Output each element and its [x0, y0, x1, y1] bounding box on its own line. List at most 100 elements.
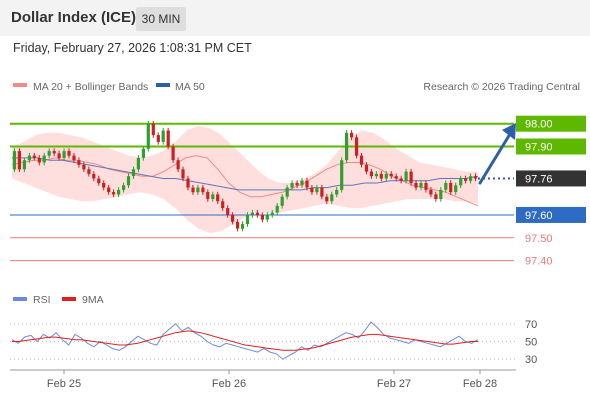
level-tag-label: 97.40 [525, 256, 553, 268]
candle-body [355, 137, 359, 156]
ma20-swatch [13, 83, 27, 87]
rsi-tick-label: 50 [525, 337, 537, 349]
rsi-line [11, 321, 479, 360]
candle-body [12, 151, 17, 170]
candle-body [245, 215, 250, 225]
candle-body [166, 130, 170, 147]
candle-body [469, 176, 473, 181]
candle-body [305, 180, 309, 188]
candle-body [221, 201, 225, 209]
candle-body [449, 183, 453, 193]
candle-body [255, 212, 259, 215]
chart-legend: MA 20 + Bollinger Bands MA 50 Research ©… [13, 81, 580, 93]
candle-body [87, 169, 91, 174]
candle-body [345, 132, 349, 161]
candle-body [126, 176, 131, 186]
candle-body [196, 187, 200, 193]
rsi-ma-legend-label: 9MA [82, 294, 104, 306]
candle-body [67, 151, 71, 156]
candle-body [47, 151, 51, 156]
candle-body [122, 185, 126, 190]
candle-body [201, 187, 205, 193]
chart-header: Dollar Index (ICE) 30 MIN [0, 0, 590, 36]
candle-body [265, 215, 269, 220]
candle-body [240, 224, 245, 229]
rsi-swatch [13, 297, 27, 301]
time-axis: Feb 25 Feb 26 Feb 27 Feb 28 [10, 369, 516, 390]
level-tag-label: 97.50 [525, 233, 553, 245]
ma50-legend-label: MA 50 [175, 81, 205, 93]
bollinger-band [12, 126, 478, 234]
candle-body [454, 185, 458, 193]
candle-body [141, 148, 145, 158]
candle-body [350, 132, 354, 138]
candle-body [112, 192, 116, 195]
candle-body [275, 205, 279, 213]
candle-body [459, 178, 463, 186]
candle-body [285, 187, 289, 197]
candle-body [384, 173, 388, 179]
interval-selector[interactable]: 30 MIN [136, 7, 186, 31]
level-tag-label: 97.90 [525, 142, 553, 154]
candle-body [57, 153, 61, 158]
candle-body [295, 183, 299, 186]
projection-arrow-head [502, 122, 516, 140]
candle-body [82, 164, 86, 170]
time-tick-label: Feb 27 [377, 378, 411, 390]
rsi-tick-label: 30 [525, 354, 537, 366]
candle-body [310, 187, 314, 193]
candle-body [77, 160, 81, 165]
candle-body [379, 173, 383, 179]
candle-body [102, 183, 106, 188]
ma50-swatch [156, 83, 170, 87]
candle-body [315, 187, 319, 193]
level-tag-bg-0 [516, 115, 586, 132]
projection-arrow [478, 132, 512, 185]
candle-body [117, 189, 121, 195]
candle-body [211, 194, 215, 199]
candle-body [359, 155, 364, 165]
level-tag-bg-2 [516, 170, 586, 187]
candle-body [369, 171, 373, 177]
candle-body [216, 194, 220, 202]
candle-body [419, 183, 423, 188]
candle-body [181, 169, 185, 179]
candle-body [473, 176, 478, 179]
candle-body [92, 173, 96, 179]
candle-body [335, 189, 339, 195]
candle-body [330, 194, 334, 202]
candle-body [439, 189, 443, 199]
candle-body [146, 123, 150, 149]
price-pane: 98.00 97.90 97.76 97.60 97.50 97.40 [10, 115, 586, 268]
time-tick-label: Feb 28 [463, 378, 497, 390]
candle-body [136, 157, 140, 170]
candle-body [409, 171, 413, 183]
candle-body [280, 196, 284, 206]
candle-body [17, 151, 21, 170]
candle-body [107, 187, 111, 193]
candle-body [131, 169, 136, 177]
rsi-legend-label: RSI [33, 294, 51, 306]
candle-body [171, 146, 175, 161]
candle-body [161, 130, 165, 142]
candle-body [300, 180, 304, 186]
candle-body [320, 187, 324, 197]
candle-body [464, 178, 468, 181]
candle-body [42, 155, 46, 163]
rsi-tick-label: 70 [525, 319, 537, 331]
level-tag-bg-1 [516, 138, 586, 155]
candle-body [22, 160, 26, 170]
candle-body [191, 187, 195, 193]
candle-body [424, 183, 428, 190]
candle-body [394, 176, 398, 179]
candle-body [414, 183, 418, 188]
candle-body [389, 173, 393, 177]
instrument-title: Dollar Index (ICE) [11, 9, 137, 26]
candle-body [364, 164, 369, 172]
candle-body [151, 123, 155, 136]
candle-body [226, 208, 230, 215]
candle-body [340, 160, 344, 190]
candle-body [37, 157, 41, 163]
candle-body [27, 155, 31, 161]
